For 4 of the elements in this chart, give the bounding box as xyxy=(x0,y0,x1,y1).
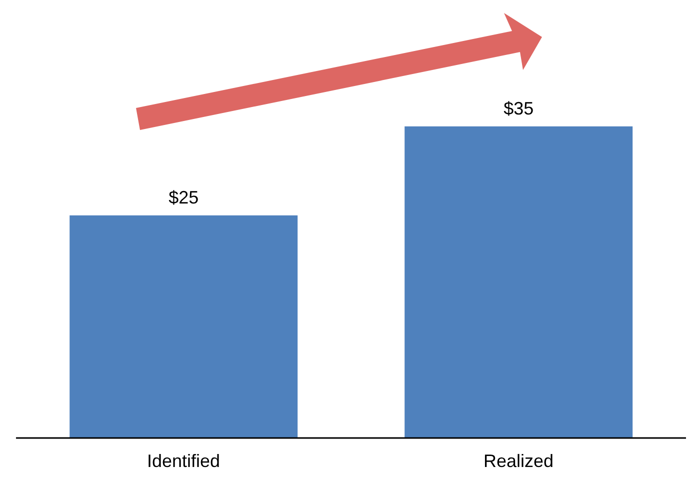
x-tick-label: Realized xyxy=(483,450,554,471)
data-label: $25 xyxy=(168,187,199,208)
data-label: $35 xyxy=(504,98,534,118)
x-tick-label: Identified xyxy=(146,450,220,471)
